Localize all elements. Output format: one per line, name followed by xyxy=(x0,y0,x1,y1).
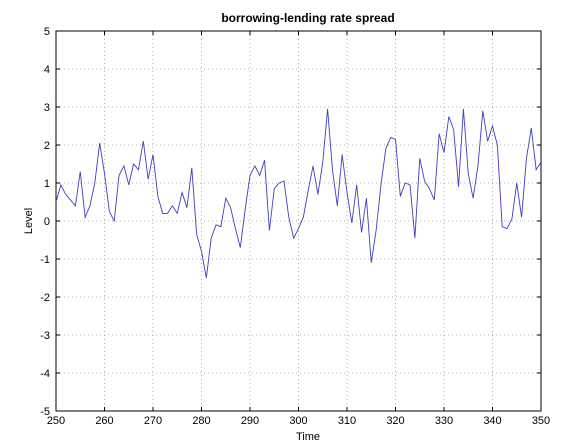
series-line xyxy=(55,108,542,279)
x-tick-label: 250 xyxy=(47,415,65,427)
y-tick-label: -2 xyxy=(40,292,50,304)
x-tick-label: 350 xyxy=(532,415,550,427)
y-tick-label: 4 xyxy=(44,64,50,76)
y-axis-label: Level xyxy=(23,208,35,234)
x-tick-label: 330 xyxy=(435,415,453,427)
tick-labels: 250 260 270 280 290 300 310 320 330 340 350-5-4-3-… xyxy=(40,26,550,427)
x-tick-label: 280 xyxy=(192,415,210,427)
x-tick-label: 260 xyxy=(95,415,113,427)
y-tick-label: 5 xyxy=(44,26,50,38)
y-tick-label: 0 xyxy=(44,216,50,228)
x-axis-label: Time xyxy=(296,431,320,443)
y-tick-label: -5 xyxy=(40,406,50,418)
series-group xyxy=(55,108,542,279)
axis-ticks xyxy=(55,30,542,412)
y-tick-label: 1 xyxy=(44,178,50,190)
x-tick-label: 310 xyxy=(338,415,356,427)
y-tick-label: -3 xyxy=(40,330,50,342)
y-tick-label: -1 xyxy=(40,254,50,266)
x-tick-label: 290 xyxy=(241,415,259,427)
y-tick-label: 3 xyxy=(44,102,50,114)
y-tick-label: 2 xyxy=(44,140,50,152)
x-tick-label: 300 xyxy=(289,415,307,427)
x-tick-label: 320 xyxy=(386,415,404,427)
x-tick-label: 340 xyxy=(483,415,501,427)
chart-title: borrowing-lending rate spread xyxy=(221,11,394,25)
grid xyxy=(56,31,541,411)
y-tick-label: -4 xyxy=(40,368,50,380)
x-tick-label: 270 xyxy=(144,415,162,427)
